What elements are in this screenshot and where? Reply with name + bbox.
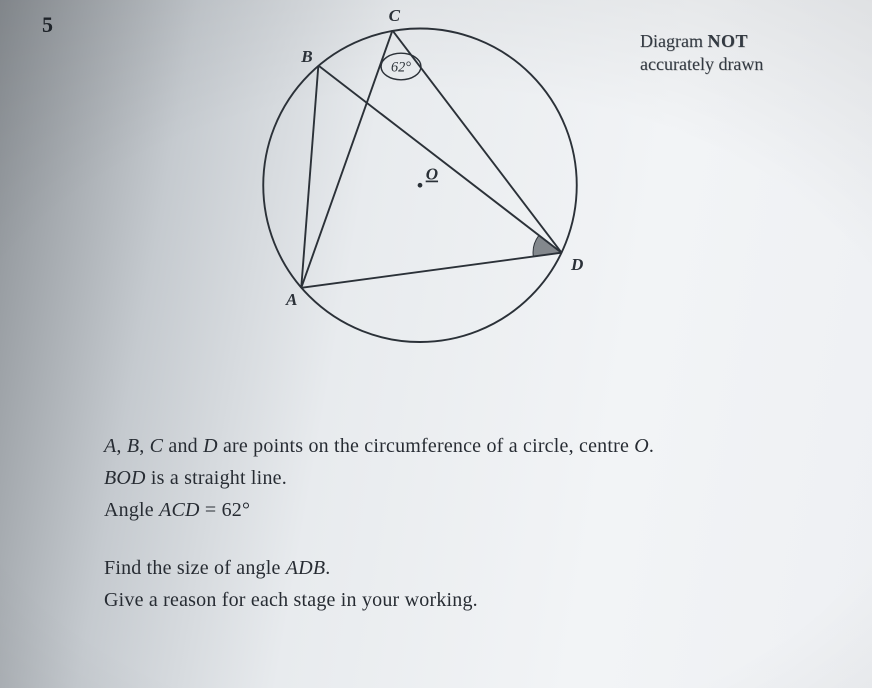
question-line-3: Angle ACD = 62° bbox=[104, 494, 654, 526]
geometry-diagram: 62° A B C D O bbox=[230, 0, 610, 380]
point-label-a: A bbox=[285, 290, 297, 309]
point-label-d: D bbox=[570, 255, 583, 274]
question-body: A, B, C and D are points on the circumfe… bbox=[104, 430, 654, 616]
note-text-bold: NOT bbox=[707, 31, 748, 51]
diagram-accuracy-note: Diagram NOT accurately drawn bbox=[640, 30, 763, 75]
angle-label-text: 62° bbox=[391, 59, 411, 75]
chord-ab bbox=[301, 66, 318, 288]
question-line-5: Give a reason for each stage in your wor… bbox=[104, 584, 654, 616]
point-label-o: O bbox=[426, 165, 438, 184]
point-label-c: C bbox=[389, 6, 401, 25]
centre-point bbox=[418, 183, 423, 188]
question-number: 5 bbox=[42, 12, 53, 38]
chord-ad bbox=[301, 253, 561, 288]
question-line-1: A, B, C and D are points on the circumfe… bbox=[104, 430, 654, 462]
point-label-b: B bbox=[300, 47, 312, 66]
note-text-b: accurately drawn bbox=[640, 53, 763, 76]
note-text-a: Diagram bbox=[640, 31, 707, 51]
diagram-svg: 62° A B C D O bbox=[230, 0, 610, 380]
question-line-2: BOD is a straight line. bbox=[104, 462, 654, 494]
question-line-4: Find the size of angle ADB. bbox=[104, 552, 654, 584]
